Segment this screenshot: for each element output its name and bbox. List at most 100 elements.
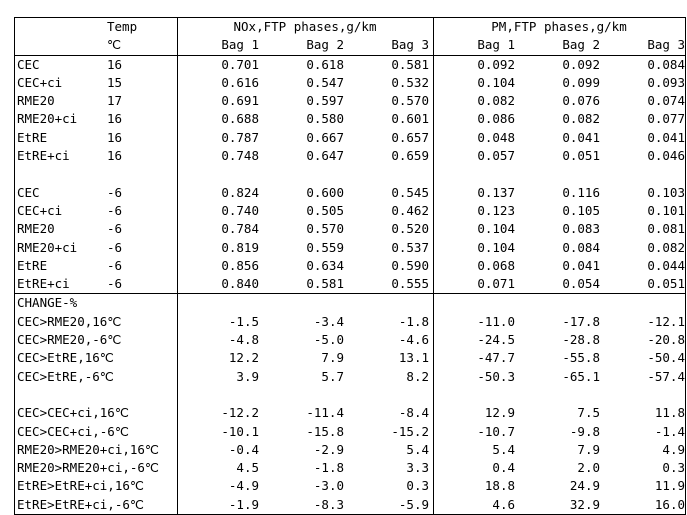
nox-bag2-value: 0.647 <box>306 148 344 164</box>
nox-bag2-value: 0.634 <box>306 257 344 273</box>
spacer-row <box>15 165 685 183</box>
pm-bag3-value: 0.084 <box>647 56 685 72</box>
pm-bag3-value: 0.051 <box>647 276 685 292</box>
pm-bag3-value: 0.082 <box>647 239 685 255</box>
nox-bag1-value: 0.701 <box>221 56 259 72</box>
nox-bag2-value: 0.505 <box>306 202 344 218</box>
nox-bag3-value: 8.2 <box>406 368 429 384</box>
nox-bag3-value: -15.2 <box>391 423 429 439</box>
nox-bag3-value: 3.3 <box>406 460 429 476</box>
row-label: CEC <box>17 56 40 72</box>
nox-bag3-value: 0.532 <box>391 74 429 90</box>
row-label: CEC <box>17 184 40 200</box>
pm-bag2-value: 2.0 <box>577 460 600 476</box>
nox-bag3-value: 13.1 <box>398 350 429 366</box>
nox-bag1-value: 0.784 <box>221 221 259 237</box>
nox-bag1-value: 0.740 <box>221 202 259 218</box>
nox-bag3-value: 0.520 <box>391 221 429 237</box>
nox-bag2-value: -3.0 <box>313 478 344 494</box>
nox-bag2-header: Bag 2 <box>306 37 344 53</box>
row-label: RME20>RME20+ci,-6℃ <box>17 460 159 476</box>
pm-bag3-value: 0.041 <box>647 129 685 145</box>
row-label: CEC>RME20,16℃ <box>17 313 122 329</box>
pm-bag3-value: 0.093 <box>647 74 685 90</box>
nox-bag1-value: 0.688 <box>221 111 259 127</box>
table-row: CEC>EtRE,-6℃ 3.9 5.7 8.2 -50.3 -65.1 -57.4 <box>15 368 685 386</box>
pm-bag3-value: 0.046 <box>647 148 685 164</box>
nox-bag1-value: 4.5 <box>236 460 259 476</box>
pm-bag1-value: 0.082 <box>477 93 515 109</box>
nox-bag1-value: -0.4 <box>228 441 259 457</box>
table-row: EtRE 16 0.787 0.667 0.657 0.048 0.041 0.041 <box>15 129 685 147</box>
pm-bag2-value: 0.076 <box>562 93 600 109</box>
nox-bag2-value: -15.8 <box>306 423 344 439</box>
table-row: RME20>RME20+ci,16℃ -0.4 -2.9 5.4 5.4 7.9 4.9 <box>15 441 685 459</box>
row-temp: -6 <box>107 239 123 255</box>
pm-bag2-value: 0.041 <box>562 129 600 145</box>
pm-bag3-value: 4.9 <box>662 441 685 457</box>
row-temp: -6 <box>107 184 123 200</box>
pm-bag2-value: 0.084 <box>562 239 600 255</box>
nox-bag3-value: 0.537 <box>391 239 429 255</box>
pm-bag1-value: -10.7 <box>477 423 515 439</box>
nox-bag2-value: 7.9 <box>321 350 344 366</box>
pm-bag2-value: 0.116 <box>562 184 600 200</box>
pm-bag1-value: -11.0 <box>477 313 515 329</box>
pm-bag1-value: 0.048 <box>477 129 515 145</box>
nox-group-header: NOx,FTP phases,g/km <box>233 19 377 34</box>
pm-bag1-value: 18.8 <box>484 478 515 494</box>
pm-bag1-value: 0.104 <box>477 221 515 237</box>
pm-bag1-value: 12.9 <box>484 405 515 421</box>
pm-bag2-value: 7.9 <box>577 441 600 457</box>
table-row: CEC>RME20,16℃ -1.5 -3.4 -1.8 -11.0 -17.8 -12.1 <box>15 313 685 331</box>
pm-bag3-value: 0.044 <box>647 257 685 273</box>
pm-bag1-value: 0.086 <box>477 111 515 127</box>
table-row: CEC+ci -6 0.740 0.505 0.462 0.123 0.105 0.101 <box>15 202 685 220</box>
nox-bag2-value: 0.600 <box>306 184 344 200</box>
nox-bag2-value: 0.547 <box>306 74 344 90</box>
nox-bag1-value: 0.616 <box>221 74 259 90</box>
row-label: RME20+ci <box>17 239 78 255</box>
nox-bag1-value: 0.748 <box>221 148 259 164</box>
nox-bag2-value: 5.7 <box>321 368 344 384</box>
row-temp: 16 <box>107 56 123 72</box>
nox-bag1-value: 0.856 <box>221 257 259 273</box>
emissions-table: Temp NOx,FTP phases,g/km PM,FTP phases,g… <box>14 17 686 515</box>
pm-bag2-value: 24.9 <box>569 478 600 494</box>
nox-bag2-value: 0.570 <box>306 221 344 237</box>
row-label: CEC>EtRE,16℃ <box>17 350 114 366</box>
table-row: CEC -6 0.824 0.600 0.545 0.137 0.116 0.103 <box>15 184 685 202</box>
pm-bag3-value: 0.3 <box>662 460 685 476</box>
nox-bag3-value: 0.555 <box>391 276 429 292</box>
nox-bag1-value: -10.1 <box>221 423 259 439</box>
row-label: RME20 <box>17 221 55 237</box>
pm-bag2-value: -9.8 <box>569 423 600 439</box>
nox-bag1-value: -4.9 <box>228 478 259 494</box>
pm-bag3-value: 0.077 <box>647 111 685 127</box>
nox-bag3-value: 0.601 <box>391 111 429 127</box>
pm-bag2-value: 0.105 <box>562 202 600 218</box>
pm-bag3-value: -50.4 <box>647 350 685 366</box>
nox-bag3-value: 0.462 <box>391 202 429 218</box>
table-row: CEC>CEC+ci,-6℃ -10.1 -15.8 -15.2 -10.7 -9.8 -1… <box>15 423 685 441</box>
nox-bag3-value: 0.570 <box>391 93 429 109</box>
pm-bag2-value: 0.054 <box>562 276 600 292</box>
row-temp: 16 <box>107 129 123 145</box>
change-title: CHANGE-% <box>17 295 78 311</box>
nox-bag3-value: 0.659 <box>391 148 429 164</box>
row-label: RME20>RME20+ci,16℃ <box>17 441 159 457</box>
pm-bag1-value: 0.104 <box>477 239 515 255</box>
spacer-row <box>15 386 685 404</box>
table-row: EtRE -6 0.856 0.634 0.590 0.068 0.041 0.044 <box>15 257 685 275</box>
table-row: CEC 16 0.701 0.618 0.581 0.092 0.092 0.084 <box>15 54 685 74</box>
nox-bag1-value: 0.691 <box>221 93 259 109</box>
pm-bag1-value: -47.7 <box>477 350 515 366</box>
nox-bag2-value: -1.8 <box>313 460 344 476</box>
nox-bag2-value: 0.580 <box>306 111 344 127</box>
pm-bag2-value: 0.099 <box>562 74 600 90</box>
pm-bag3-value: 0.101 <box>647 202 685 218</box>
table-row: EtRE>EtRE+ci,16℃ -4.9 -3.0 0.3 18.8 24.9 11.9 <box>15 477 685 495</box>
nox-bag2-value: 0.559 <box>306 239 344 255</box>
row-temp: -6 <box>107 221 123 237</box>
pm-bag2-value: -28.8 <box>562 332 600 348</box>
